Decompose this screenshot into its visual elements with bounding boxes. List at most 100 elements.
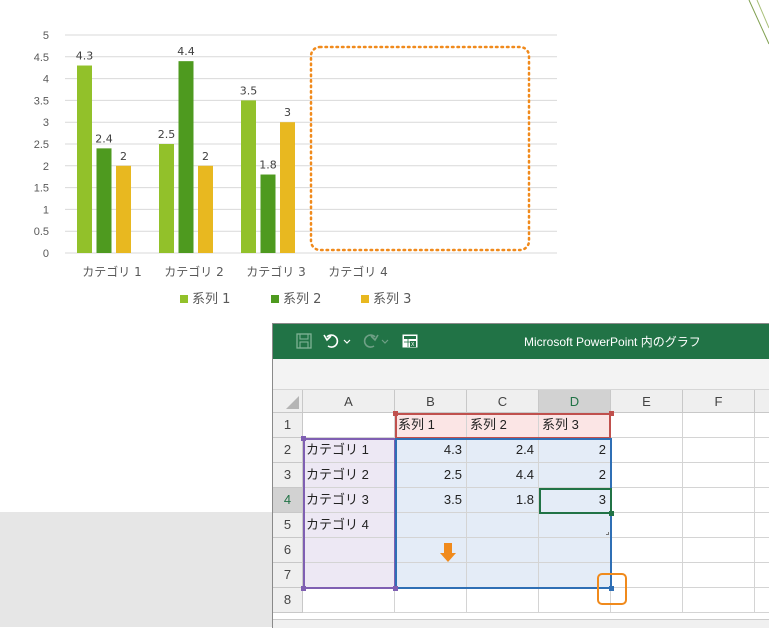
column-header-d[interactable]: D	[539, 390, 611, 413]
cell-b4[interactable]: 3.5	[395, 488, 467, 513]
bar	[96, 148, 112, 253]
cell-b7[interactable]	[395, 563, 467, 588]
save-icon[interactable]	[295, 332, 313, 350]
cell-e6[interactable]	[611, 538, 683, 563]
cell-f4[interactable]	[683, 488, 755, 513]
data-label: 4.4	[177, 45, 195, 58]
cell-a5[interactable]: カテゴリ 4	[303, 513, 395, 538]
cell-f7[interactable]	[683, 563, 755, 588]
cell-d1[interactable]: 系列 3	[539, 413, 611, 438]
cell-g7[interactable]	[755, 563, 769, 588]
cell-b3[interactable]: 2.5	[395, 463, 467, 488]
redo-icon[interactable]	[361, 332, 379, 350]
column-header-g[interactable]	[755, 390, 769, 413]
cell-b6[interactable]	[395, 538, 467, 563]
cell-d3[interactable]: 2	[539, 463, 611, 488]
y-tick-label: 3	[43, 117, 49, 129]
cell-f2[interactable]	[683, 438, 755, 463]
cell-d2[interactable]: 2	[539, 438, 611, 463]
series-range-handle[interactable]	[393, 411, 398, 416]
cell-d7[interactable]	[539, 563, 611, 588]
cell-b5[interactable]	[395, 513, 467, 538]
cell-g6[interactable]	[755, 538, 769, 563]
cell-c1[interactable]: 系列 2	[467, 413, 539, 438]
cell-f3[interactable]	[683, 463, 755, 488]
cell-e7[interactable]	[611, 563, 683, 588]
column-header-b[interactable]: B	[395, 390, 467, 413]
cell-g2[interactable]	[755, 438, 769, 463]
cell-d6[interactable]	[539, 538, 611, 563]
category-range-handle[interactable]	[301, 436, 306, 441]
column-header-c[interactable]: C	[467, 390, 539, 413]
excel-chart-data-window[interactable]: X Microsoft PowerPoint 内のグラフ A B C D E F 1 系列 1…	[272, 323, 769, 628]
cell-a3[interactable]: カテゴリ 2	[303, 463, 395, 488]
fill-handle[interactable]	[609, 511, 614, 516]
cell-a7[interactable]	[303, 563, 395, 588]
x-tick-label: カテゴリ 4	[328, 264, 387, 279]
category-range-handle[interactable]	[393, 586, 398, 591]
cell-c7[interactable]	[467, 563, 539, 588]
cell-a4[interactable]: カテゴリ 3	[303, 488, 395, 513]
series-range-handle[interactable]	[609, 411, 614, 416]
bar	[159, 144, 174, 253]
cell-g1[interactable]	[755, 413, 769, 438]
cell-d8[interactable]	[539, 588, 611, 613]
y-tick-label: 2.5	[34, 139, 49, 151]
cell-c8[interactable]	[467, 588, 539, 613]
legend-swatch	[271, 295, 279, 303]
cell-e2[interactable]	[611, 438, 683, 463]
cell-d5[interactable]	[539, 513, 611, 538]
cell-a6[interactable]	[303, 538, 395, 563]
x-tick-label: カテゴリ 3	[246, 264, 305, 279]
cell-c6[interactable]	[467, 538, 539, 563]
cell-e5[interactable]	[611, 513, 683, 538]
data-label: 3.5	[240, 84, 258, 97]
cell-b8[interactable]	[395, 588, 467, 613]
row-header-5[interactable]: 5	[273, 513, 303, 538]
resize-handle[interactable]	[609, 586, 614, 591]
cell-g3[interactable]	[755, 463, 769, 488]
cell-a8[interactable]	[303, 588, 395, 613]
cell-c3[interactable]: 4.4	[467, 463, 539, 488]
horizontal-scrollbar[interactable]	[273, 619, 769, 628]
cell-c2[interactable]: 2.4	[467, 438, 539, 463]
row-header-4[interactable]: 4	[273, 488, 303, 513]
redo-dropdown-icon[interactable]	[381, 332, 389, 350]
cell-e1[interactable]	[611, 413, 683, 438]
cell-g5[interactable]	[755, 513, 769, 538]
undo-dropdown-icon[interactable]	[343, 332, 351, 350]
cell-e3[interactable]	[611, 463, 683, 488]
row-header-7[interactable]: 7	[273, 563, 303, 588]
decorative-line	[748, 0, 769, 45]
row-header-3[interactable]: 3	[273, 463, 303, 488]
cell-a2[interactable]: カテゴリ 1	[303, 438, 395, 463]
row-header-6[interactable]: 6	[273, 538, 303, 563]
cell-a1[interactable]	[303, 413, 395, 438]
cell-e8[interactable]	[611, 588, 683, 613]
y-tick-label: 2	[43, 161, 49, 173]
row-header-8[interactable]: 8	[273, 588, 303, 613]
cell-b1[interactable]: 系列 1	[395, 413, 467, 438]
row-header-2[interactable]: 2	[273, 438, 303, 463]
column-header-a[interactable]: A	[303, 390, 395, 413]
cell-g4[interactable]	[755, 488, 769, 513]
undo-icon[interactable]	[323, 332, 341, 350]
cell-e4[interactable]	[611, 488, 683, 513]
cell-f6[interactable]	[683, 538, 755, 563]
column-header-e[interactable]: E	[611, 390, 683, 413]
chart[interactable]: 0 0.5 1 1.5 2 2.5 3 3.5 4 4.5 5 4.3 2.4 2 カテゴリ 1 2.5 4.4…	[0, 0, 560, 320]
column-header-f[interactable]: F	[683, 390, 755, 413]
cell-f1[interactable]	[683, 413, 755, 438]
category-range-handle[interactable]	[301, 586, 306, 591]
cell-d4[interactable]: 3	[539, 488, 611, 513]
cell-g8[interactable]	[755, 588, 769, 613]
cell-f5[interactable]	[683, 513, 755, 538]
cell-c4[interactable]: 1.8	[467, 488, 539, 513]
row-header-1[interactable]: 1	[273, 413, 303, 438]
select-all-corner[interactable]	[273, 390, 303, 413]
cell-b2[interactable]: 4.3	[395, 438, 467, 463]
bar	[77, 65, 92, 254]
edit-data-in-excel-icon[interactable]: X	[401, 332, 419, 350]
cell-f8[interactable]	[683, 588, 755, 613]
cell-c5[interactable]	[467, 513, 539, 538]
